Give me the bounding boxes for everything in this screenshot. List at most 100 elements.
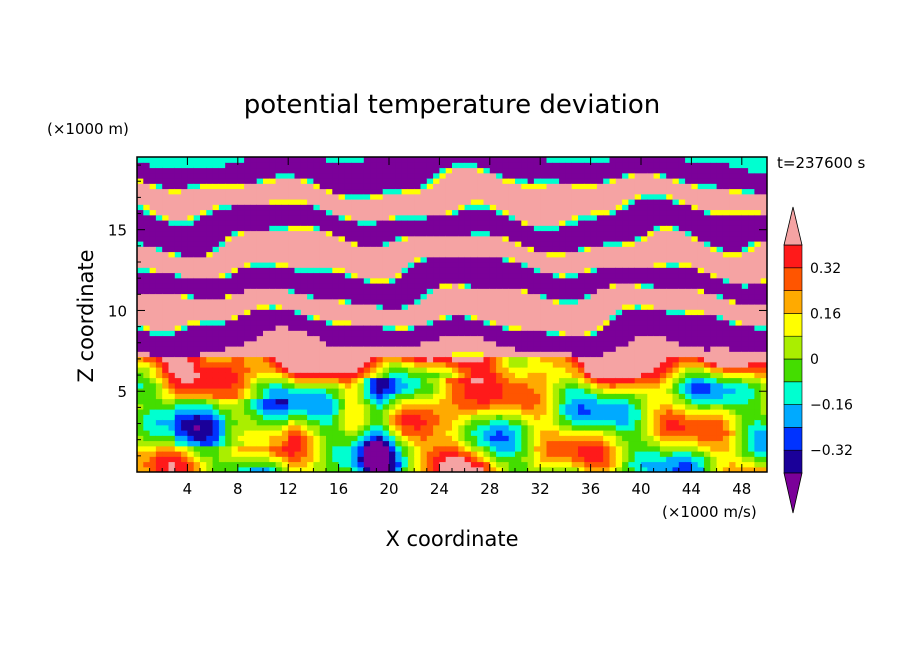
contour-cell <box>307 204 314 211</box>
contour-cell <box>540 272 548 279</box>
contour-cell <box>559 293 566 300</box>
contour-cell <box>225 356 233 363</box>
contour-cell <box>319 409 327 415</box>
contour-cell <box>382 204 390 211</box>
contour-cell <box>281 372 289 379</box>
contour-cell <box>338 272 346 279</box>
contour-cell <box>275 283 283 289</box>
contour-cell <box>231 351 239 358</box>
contour-cell <box>628 340 636 347</box>
contour-cell <box>395 440 403 447</box>
contour-cell <box>338 319 346 326</box>
contour-cell <box>533 361 541 368</box>
contour-cell <box>420 288 428 295</box>
contour-cell <box>571 319 579 326</box>
contour-cell <box>533 230 541 237</box>
contour-cell <box>206 172 214 179</box>
contour-cell <box>351 382 359 389</box>
contour-cell <box>313 178 321 184</box>
contour-cell <box>483 361 491 368</box>
contour-cell <box>464 430 472 436</box>
contour-cell <box>307 414 314 421</box>
contour-cell <box>181 293 188 300</box>
contour-cell <box>578 351 585 358</box>
contour-cell <box>426 403 434 410</box>
contour-cell <box>470 298 478 305</box>
contour-cell <box>515 204 522 211</box>
contour-cell <box>515 430 522 436</box>
contour-cell <box>237 309 245 316</box>
contour-cell <box>382 372 390 379</box>
contour-cell <box>256 456 264 463</box>
contour-cell <box>187 351 195 358</box>
contour-cell <box>212 382 220 389</box>
contour-cell <box>502 293 510 300</box>
contour-cell <box>426 351 434 358</box>
contour-cell <box>344 409 352 415</box>
contour-cell <box>433 445 440 452</box>
contour-cell <box>477 393 485 400</box>
contour-cell <box>426 246 434 253</box>
contour-cell <box>515 262 522 268</box>
contour-cell <box>168 409 176 415</box>
contour-cell <box>445 283 453 289</box>
contour-cell <box>439 178 447 184</box>
contour-cell <box>313 440 321 447</box>
contour-cell <box>634 178 642 184</box>
contour-cell <box>174 272 182 279</box>
contour-cell <box>596 445 604 452</box>
contour-cell <box>407 272 415 279</box>
contour-cell <box>527 335 535 342</box>
contour-cell <box>137 209 144 216</box>
contour-cell <box>168 209 176 216</box>
contour-cell <box>357 262 365 268</box>
contour-cell <box>426 178 434 184</box>
contour-cell <box>496 193 503 200</box>
contour-cell <box>552 424 560 431</box>
contour-cell <box>275 241 283 247</box>
contour-cell <box>281 272 289 279</box>
contour-cell <box>294 293 302 300</box>
contour-cell <box>622 235 629 242</box>
contour-cell <box>596 340 604 347</box>
contour-cell <box>470 398 478 405</box>
contour-cell <box>565 225 573 232</box>
contour-cell <box>464 335 472 342</box>
contour-cell <box>584 288 592 295</box>
contour-cell <box>628 351 636 358</box>
contour-cell <box>256 178 264 184</box>
contour-cell <box>452 272 459 279</box>
contour-cell <box>609 209 617 216</box>
contour-cell <box>357 178 365 184</box>
contour-cell <box>218 209 226 216</box>
contour-cell <box>647 335 655 342</box>
contour-cell <box>426 157 434 163</box>
contour-cell <box>281 451 289 457</box>
contour-cell <box>401 262 409 268</box>
contour-cell <box>433 340 440 347</box>
contour-cell <box>603 199 611 205</box>
contour-cell <box>565 319 573 326</box>
contour-cell <box>515 214 522 221</box>
contour-cell <box>218 241 226 247</box>
contour-cell <box>603 214 611 221</box>
contour-cell <box>546 388 554 394</box>
contour-cell <box>300 398 308 405</box>
contour-cell <box>288 356 296 363</box>
contour-cell <box>269 183 277 190</box>
contour-cell <box>370 456 377 463</box>
contour-cell <box>584 367 592 373</box>
contour-cell <box>622 193 629 200</box>
contour-cell <box>326 204 333 211</box>
contour-cell <box>143 466 151 472</box>
contour-cell <box>565 340 573 347</box>
contour-cell <box>407 225 415 232</box>
contour-cell <box>508 193 516 200</box>
contour-cell <box>515 178 522 184</box>
contour-cell <box>168 188 176 195</box>
contour-cell <box>155 398 163 405</box>
contour-cell <box>420 424 428 431</box>
contour-cell <box>250 325 258 331</box>
contour-cell <box>452 235 459 242</box>
contour-cell <box>181 267 188 274</box>
